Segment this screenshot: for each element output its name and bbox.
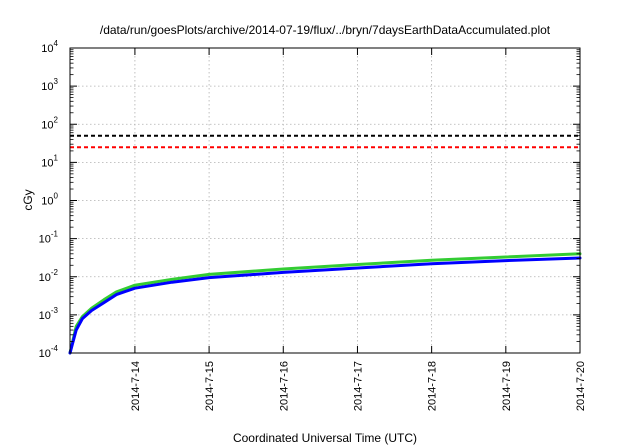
x-tick-label: 2014-7-18 <box>427 361 439 411</box>
y-tick-label: 10-4 <box>39 344 59 360</box>
grid-lines <box>70 48 580 353</box>
x-tick-label: 2014-7-14 <box>130 361 142 411</box>
y-tick-label: 10-3 <box>39 306 59 322</box>
y-tick-label: 100 <box>41 192 58 208</box>
y-tick-label: 101 <box>41 153 58 169</box>
y-axis-label: cGy <box>21 189 35 210</box>
chart-title: /data/run/goesPlots/archive/2014-07-19/f… <box>100 23 551 37</box>
data-series <box>68 252 582 355</box>
y-tick-label: 10-1 <box>39 230 59 246</box>
x-tick-label: 2014-7-17 <box>352 361 364 411</box>
x-tick-label: 2014-7-19 <box>501 361 513 411</box>
series-line <box>68 252 582 355</box>
x-tick-label: 2014-7-20 <box>575 361 587 411</box>
y-tick-label: 10-2 <box>39 268 59 284</box>
reference-lines <box>70 134 580 149</box>
x-tick-label: 2014-7-15 <box>204 361 216 411</box>
y-axis-ticks: 10-4 10-3 10-2 10-1 100 101 102 103 104 <box>39 39 580 360</box>
x-tick-label: 2014-7-16 <box>278 361 290 411</box>
series-line <box>68 256 582 355</box>
x-axis-ticks: 2014-7-14 2014-7-15 2014-7-16 2014-7-17 2014… <box>130 48 587 411</box>
y-tick-label: 103 <box>41 77 58 93</box>
y-tick-label: 104 <box>41 39 58 55</box>
y-tick-label: 102 <box>41 115 58 131</box>
x-axis-label: Coordinated Universal Time (UTC) <box>233 431 417 445</box>
